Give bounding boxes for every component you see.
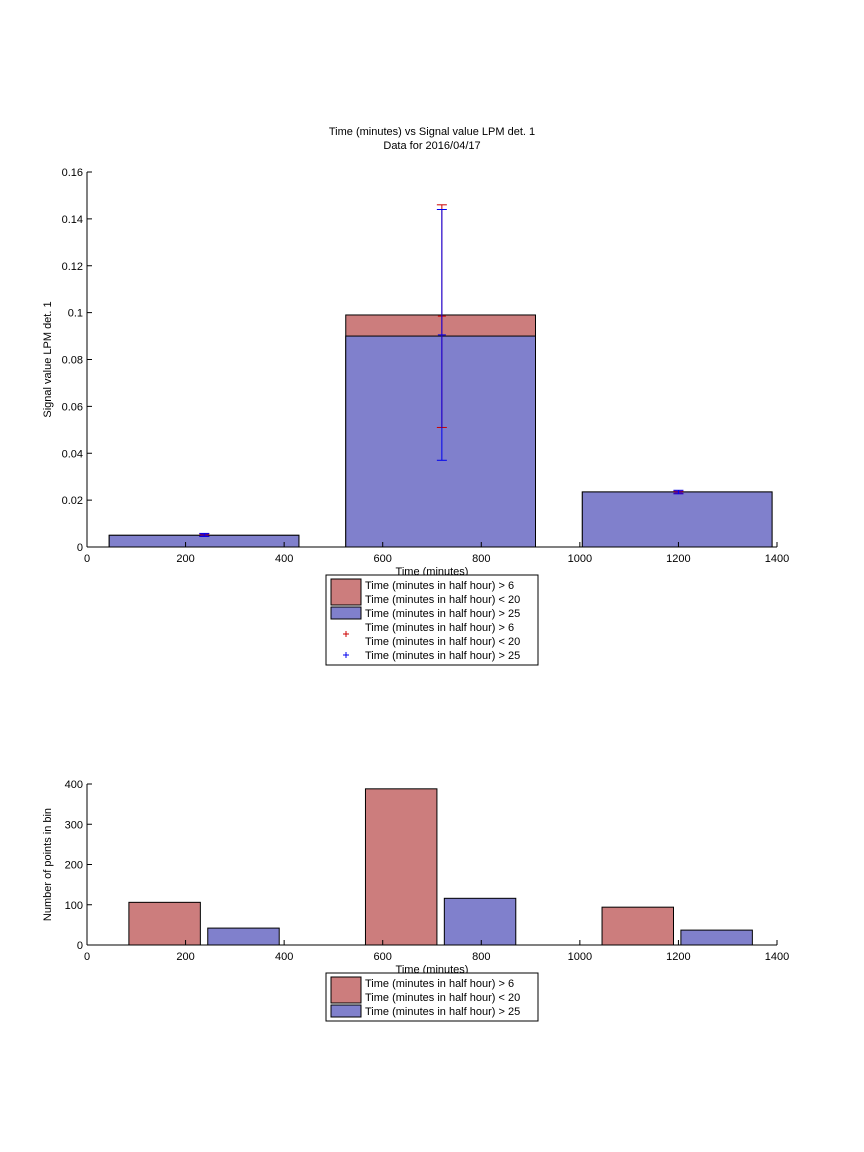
legend-label: Time (minutes in half hour) > 6: [365, 978, 514, 990]
chart-title: Time (minutes) vs Signal value LPM det. …: [329, 126, 535, 138]
y-tick-label: 300: [65, 819, 83, 831]
bar-blue: [207, 927, 280, 946]
y-tick-label: 200: [65, 860, 83, 872]
legend-label: Time (minutes in half hour) > 6: [365, 580, 514, 592]
y-tick-label: 0.04: [62, 448, 83, 460]
y-tick-label: 0.14: [62, 214, 83, 226]
legend-swatch-red: [330, 578, 362, 606]
x-tick-label: 1400: [765, 553, 789, 565]
x-tick-label: 600: [374, 951, 392, 963]
bar-blue: [345, 335, 536, 548]
y-tick-label: 400: [65, 779, 83, 791]
y-tick-label: 0: [77, 940, 83, 952]
x-tick-label: 0: [84, 951, 90, 963]
legend-label: Time (minutes in half hour) < 20: [365, 636, 520, 648]
chart-subtitle: Data for 2016/04/17: [383, 140, 480, 152]
y-tick-label: 0.1: [68, 308, 83, 320]
legend-swatch-blue: [330, 606, 362, 620]
y-tick-label: 0.06: [62, 401, 83, 413]
x-tick-label: 200: [176, 553, 194, 565]
x-tick-label: 800: [472, 951, 490, 963]
legend-label: Time (minutes in half hour) > 6: [365, 622, 514, 634]
y-axis-label: Signal value LPM det. 1: [42, 301, 54, 417]
bar-blue: [443, 897, 517, 946]
legend-swatch-red: [330, 976, 362, 1004]
x-tick-label: 400: [275, 553, 293, 565]
x-tick-label: 1000: [568, 951, 592, 963]
x-tick-label: 200: [176, 951, 194, 963]
legend-swatch-blue: [330, 1004, 362, 1018]
bar-red: [601, 906, 674, 946]
x-tick-label: 400: [275, 951, 293, 963]
y-tick-label: 0.02: [62, 495, 83, 507]
y-tick-label: 0.16: [62, 167, 83, 179]
legend-label: Time (minutes in half hour) > 25: [365, 650, 520, 662]
y-tick-label: 100: [65, 900, 83, 912]
x-tick-label: 600: [374, 553, 392, 565]
bar-red: [128, 901, 201, 946]
x-tick-label: 1000: [568, 553, 592, 565]
x-tick-label: 0: [84, 553, 90, 565]
x-tick-label: 1200: [666, 553, 690, 565]
y-tick-label: 0.12: [62, 261, 83, 273]
bar-red: [364, 788, 438, 946]
y-axis-label: Number of points in bin: [42, 808, 54, 921]
legend-label: Time (minutes in half hour) < 20: [365, 992, 520, 1004]
legend-label: Time (minutes in half hour) > 25: [365, 1006, 520, 1018]
legend-label: Time (minutes in half hour) < 20: [365, 594, 520, 606]
y-tick-label: 0: [77, 542, 83, 554]
y-tick-label: 0.08: [62, 355, 83, 367]
legend-label: Time (minutes in half hour) > 25: [365, 608, 520, 620]
x-tick-label: 800: [472, 553, 490, 565]
x-tick-label: 1200: [666, 951, 690, 963]
x-tick-label: 1400: [765, 951, 789, 963]
bar-blue: [581, 491, 773, 548]
bar-blue: [108, 534, 300, 548]
bar-blue: [680, 929, 753, 946]
